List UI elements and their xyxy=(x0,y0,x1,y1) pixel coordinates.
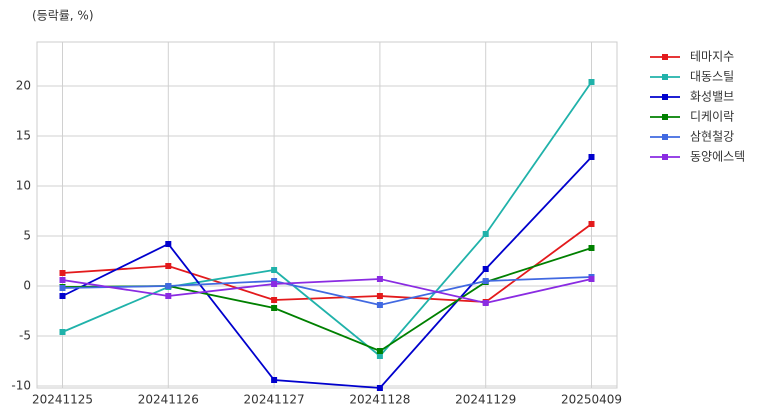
point-marker xyxy=(482,231,489,237)
legend-label: 동양에스텍 xyxy=(690,150,745,164)
point-marker xyxy=(271,297,278,303)
y-tick-label: -5 xyxy=(19,329,31,343)
x-tick-label: 20241128 xyxy=(349,393,410,407)
y-tick-label: 5 xyxy=(23,229,31,243)
y-tick-label: -10 xyxy=(11,379,31,393)
legend-marker xyxy=(662,134,668,140)
point-marker xyxy=(165,293,172,299)
plot-frame xyxy=(36,41,618,389)
x-tick-label: 20241129 xyxy=(455,393,516,407)
point-marker xyxy=(482,278,489,284)
x-tick-label: 20241127 xyxy=(244,393,305,407)
legend-marker xyxy=(662,74,668,80)
point-marker xyxy=(59,285,66,291)
series-line xyxy=(62,276,592,306)
series-line xyxy=(62,278,592,304)
point-marker xyxy=(59,270,66,276)
point-marker xyxy=(165,283,172,289)
legend-marker xyxy=(662,154,668,160)
series-line xyxy=(62,223,593,303)
legend-label: 삼현철강 xyxy=(690,130,734,144)
legend-label: 화성밸브 xyxy=(690,90,734,104)
point-marker xyxy=(271,305,278,311)
series-line xyxy=(62,156,593,389)
point-marker xyxy=(376,353,383,359)
point-marker xyxy=(59,293,66,299)
series-line xyxy=(62,81,593,358)
point-marker xyxy=(482,266,489,272)
point-marker xyxy=(482,300,489,306)
x-tick-label: 20241126 xyxy=(138,393,199,407)
point-marker xyxy=(376,293,383,299)
point-marker xyxy=(376,385,383,391)
point-marker xyxy=(588,221,595,227)
y-tick-label: 10 xyxy=(16,179,31,193)
point-marker xyxy=(588,79,595,85)
legend-label: 테마지수 xyxy=(690,50,734,64)
point-marker xyxy=(376,276,383,282)
y-tick-label: 0 xyxy=(23,279,31,293)
point-marker xyxy=(376,348,383,354)
point-marker xyxy=(271,281,278,287)
point-marker xyxy=(165,263,172,269)
y-tick-label: 20 xyxy=(16,79,31,93)
x-tick-label: 20241125 xyxy=(32,393,93,407)
point-marker xyxy=(588,245,595,251)
legend-label: 대동스틸 xyxy=(690,70,734,84)
legend-marker xyxy=(662,94,668,100)
point-marker xyxy=(376,302,383,308)
point-marker xyxy=(59,277,66,283)
point-marker xyxy=(59,329,66,335)
y-tick-label: 15 xyxy=(16,129,31,143)
legend-marker xyxy=(662,114,668,120)
legend-marker xyxy=(662,54,668,60)
x-tick-label: 20250409 xyxy=(561,393,622,407)
point-marker xyxy=(588,276,595,282)
point-marker xyxy=(271,267,278,273)
legend-label: 디케이락 xyxy=(690,110,734,124)
point-marker xyxy=(271,377,278,383)
y-axis-label: (등락률, %) xyxy=(32,9,94,23)
point-marker xyxy=(165,241,172,247)
point-marker xyxy=(588,154,595,160)
